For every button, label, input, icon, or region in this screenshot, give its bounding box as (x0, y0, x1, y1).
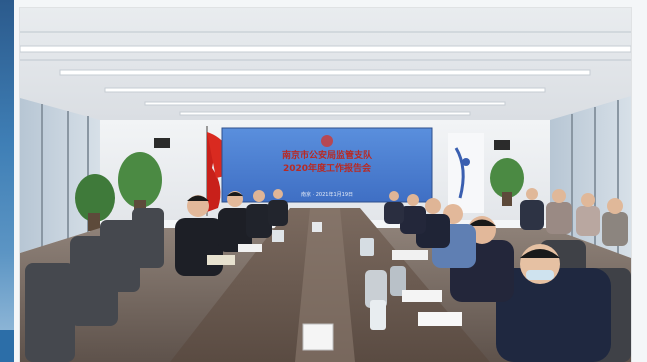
right-plant (490, 158, 524, 206)
meeting-photo: 南京市公安局监管支队 2020年度工作报告会 南京 · 2021年1月19日 (20, 8, 631, 362)
right-attendees (384, 191, 611, 362)
screen-title-line1: 南京市公安局监管支队 (282, 149, 373, 161)
screen-footer: 南京 · 2021年1月19日 (301, 191, 353, 198)
adjacent-panel-bottom (0, 330, 14, 362)
right-speaker (494, 140, 510, 150)
meeting-room-illustration: 南京市公安局监管支队 2020年度工作报告会 南京 · 2021年1月19日 (20, 8, 631, 362)
left-chairs (25, 208, 164, 362)
left-plants (75, 152, 162, 231)
police-emblem (321, 135, 333, 147)
ceiling-grid-lines (20, 31, 631, 61)
far-right-attendees (520, 188, 628, 246)
ceiling (20, 8, 631, 128)
left-speaker (154, 138, 170, 148)
adjacent-panel-edge (0, 0, 14, 362)
screen-title-line2: 2020年度工作报告会 (283, 162, 372, 174)
left-windows (20, 98, 100, 253)
ceiling-light-strips (20, 45, 631, 116)
table-items (207, 222, 462, 351)
wall-logo-panel (448, 133, 484, 213)
